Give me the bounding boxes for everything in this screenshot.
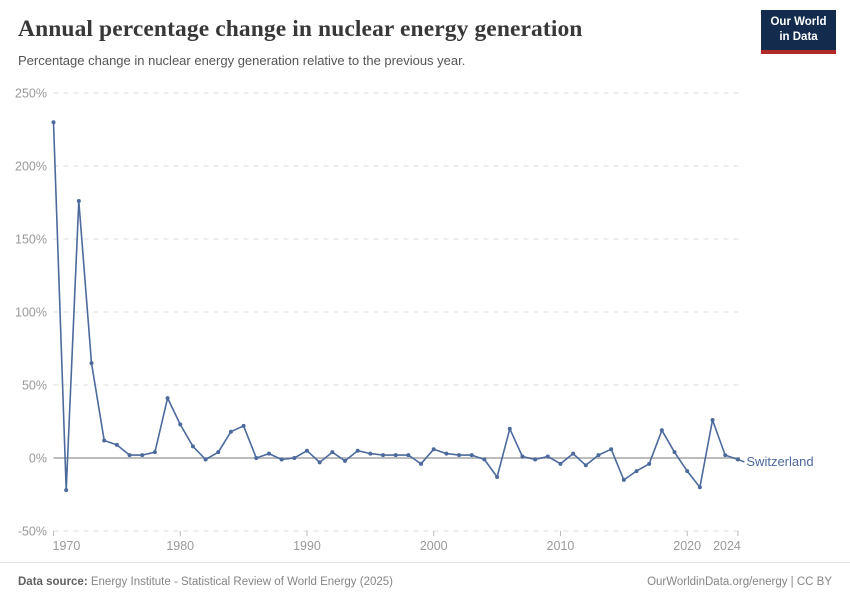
footer-license-link[interactable]: OurWorldinData.org/energy | CC BY xyxy=(647,575,832,588)
data-point[interactable] xyxy=(317,460,322,465)
data-point[interactable] xyxy=(457,453,462,458)
data-point[interactable] xyxy=(228,429,233,434)
data-point[interactable] xyxy=(659,428,664,433)
data-point[interactable] xyxy=(51,120,56,125)
x-axis-label: 2024 xyxy=(713,539,741,553)
x-axis-label: 2010 xyxy=(547,539,575,553)
data-point[interactable] xyxy=(178,422,183,427)
chart-title: Annual percentage change in nuclear ener… xyxy=(18,16,583,42)
x-axis-label: 2020 xyxy=(673,539,701,553)
x-axis-label: 1990 xyxy=(293,539,321,553)
data-point[interactable] xyxy=(507,426,512,431)
data-point[interactable] xyxy=(596,453,601,458)
data-source-note[interactable]: Data source: Energy Institute - Statisti… xyxy=(18,576,393,588)
data-point[interactable] xyxy=(609,447,614,452)
data-point[interactable] xyxy=(152,450,157,455)
x-axis-label: 2000 xyxy=(420,539,448,553)
data-point[interactable] xyxy=(114,442,119,447)
data-point[interactable] xyxy=(393,453,398,458)
data-point[interactable] xyxy=(355,448,360,453)
y-axis-label: 250% xyxy=(15,87,47,101)
x-axis-label: 1970 xyxy=(53,539,81,553)
data-point[interactable] xyxy=(634,469,639,474)
data-line[interactable] xyxy=(52,121,739,491)
y-axis-label: 100% xyxy=(15,306,47,320)
data-point[interactable] xyxy=(381,453,386,458)
data-point[interactable] xyxy=(203,457,208,462)
data-source-text[interactable]: Energy Institute - Statistical Review of… xyxy=(87,575,393,588)
data-point[interactable] xyxy=(647,461,652,466)
chart-canvas[interactable]: -50% 0% 50% 100% 150% 200% 250% 1970 1980 1990 200… xyxy=(0,0,850,562)
data-point[interactable] xyxy=(621,477,626,482)
data-point[interactable] xyxy=(190,444,195,449)
data-point[interactable] xyxy=(406,453,411,458)
data-point[interactable] xyxy=(520,454,525,459)
data-point[interactable] xyxy=(102,438,107,443)
data-point[interactable] xyxy=(64,488,69,493)
data-point[interactable] xyxy=(672,450,677,455)
data-point[interactable] xyxy=(697,485,702,490)
y-axis-label: 150% xyxy=(15,233,47,247)
data-point[interactable] xyxy=(216,450,221,455)
y-axis-label: 0% xyxy=(29,452,47,466)
data-point[interactable] xyxy=(583,463,588,468)
data-point[interactable] xyxy=(89,361,94,366)
footer: Data source: Energy Institute - Statisti… xyxy=(0,562,850,600)
data-source-label: Data source: xyxy=(18,575,88,588)
data-point[interactable] xyxy=(76,199,81,204)
series-connector xyxy=(737,458,745,463)
owid-logo-line1: Our World xyxy=(770,16,827,28)
data-point[interactable] xyxy=(241,423,246,428)
owid-logo[interactable]: Our World in Data xyxy=(761,10,836,54)
data-point[interactable] xyxy=(140,453,145,458)
data-point[interactable] xyxy=(545,454,550,459)
data-point[interactable] xyxy=(254,456,259,460)
data-point[interactable] xyxy=(444,451,449,456)
data-point[interactable] xyxy=(330,450,335,455)
data-point[interactable] xyxy=(292,456,297,460)
data-point[interactable] xyxy=(685,469,690,474)
data-point[interactable] xyxy=(165,396,170,401)
data-point[interactable] xyxy=(571,451,576,456)
data-point[interactable] xyxy=(304,448,309,453)
data-point[interactable] xyxy=(533,457,538,462)
y-axis-label: 200% xyxy=(15,160,47,174)
data-point[interactable] xyxy=(558,461,563,466)
y-axis-label: 50% xyxy=(22,379,47,393)
data-point[interactable] xyxy=(710,418,715,423)
data-point[interactable] xyxy=(279,457,284,462)
data-point[interactable] xyxy=(127,453,132,458)
owid-logo-line2: in Data xyxy=(779,30,818,43)
y-axis-label: -50% xyxy=(18,525,47,539)
series-label[interactable]: Switzerland xyxy=(746,454,813,469)
data-point[interactable] xyxy=(482,457,487,462)
data-point[interactable] xyxy=(266,451,271,456)
chart-subtitle: Percentage change in nuclear energy gene… xyxy=(18,53,466,68)
x-axis-label: 1980 xyxy=(166,539,194,553)
data-point[interactable] xyxy=(343,458,348,463)
data-point[interactable] xyxy=(368,451,373,456)
data-point[interactable] xyxy=(469,453,474,458)
data-point[interactable] xyxy=(723,453,728,458)
data-point[interactable] xyxy=(419,461,424,466)
data-point[interactable] xyxy=(495,474,500,479)
data-point[interactable] xyxy=(431,447,436,452)
